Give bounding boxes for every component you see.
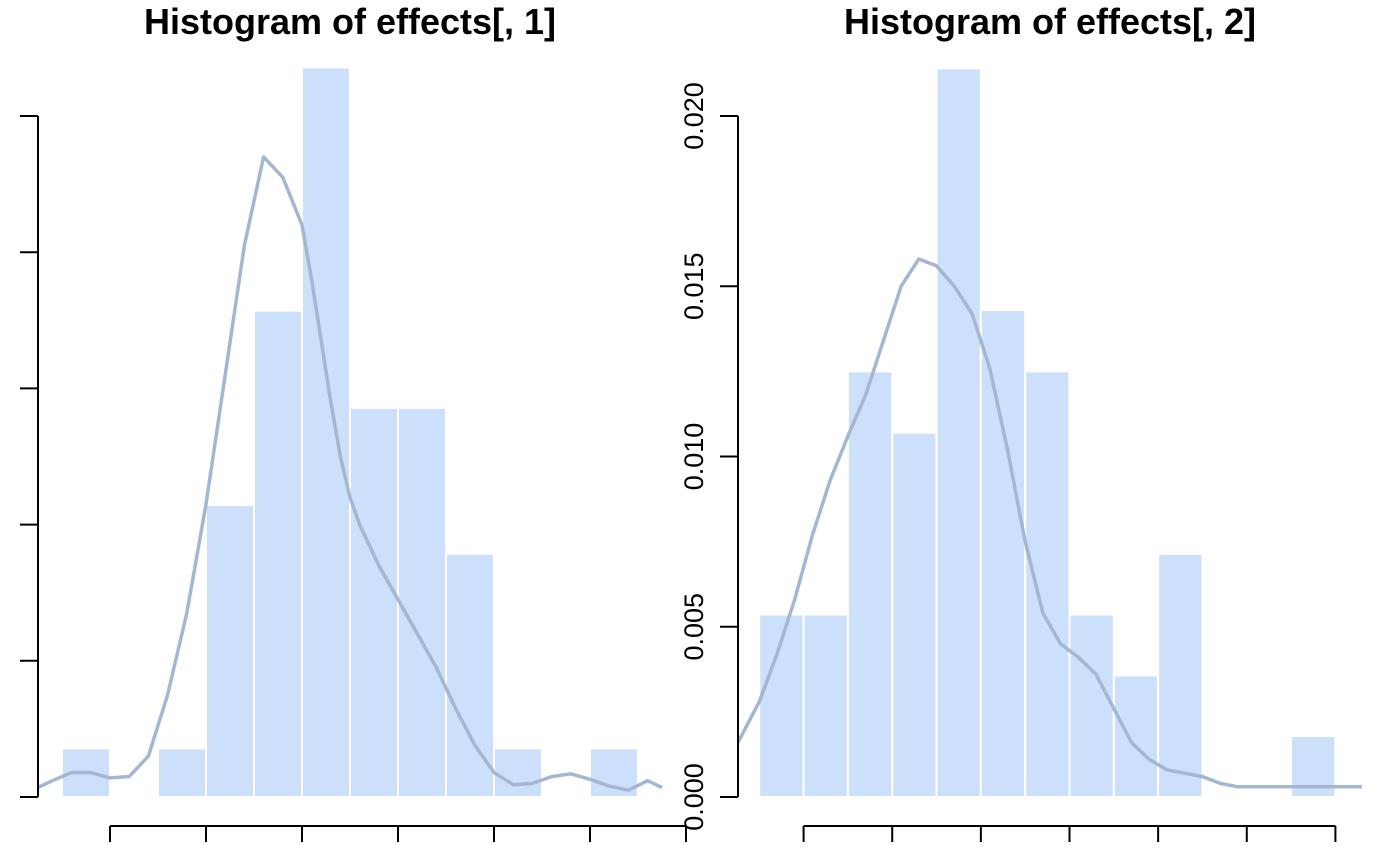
histogram-bar <box>1112 674 1160 799</box>
y-tick-label: 0.020 <box>679 82 709 150</box>
histogram-bar <box>397 406 447 798</box>
histogram-bar <box>349 406 399 798</box>
histogram-panel-2: Histogram of effects[, 2] 0.000 0.005 0.010… <box>679 1 1362 842</box>
y-tick-label: 0.010 <box>679 423 709 491</box>
histogram-bar <box>205 504 255 798</box>
histogram-bar <box>802 613 849 798</box>
chart-title-2: Histogram of effects[, 2] <box>844 1 1256 42</box>
histogram-bar <box>253 309 303 798</box>
histogram-panel-1: Histogram of effects[, 1] <box>20 1 687 842</box>
histogram-bar <box>1157 552 1204 798</box>
density-curve <box>37 155 663 792</box>
histogram-bar <box>935 67 982 798</box>
histogram-bar <box>157 747 207 798</box>
histogram-bar <box>1024 370 1071 798</box>
y-tick-label: 0.015 <box>679 252 709 320</box>
histogram-bar <box>891 431 938 798</box>
histogram-bar <box>301 66 351 799</box>
histogram-bar <box>1068 613 1115 798</box>
histogram-bar <box>979 309 1027 798</box>
y-tick-label: 0.000 <box>679 763 709 831</box>
density-curve <box>736 257 1362 789</box>
histogram-bar <box>493 747 543 798</box>
chart-title-1: Histogram of effects[, 1] <box>144 1 556 42</box>
y-tick-label: 0.005 <box>679 593 709 661</box>
histogram-bar <box>846 370 894 798</box>
histogram-bar <box>445 552 495 799</box>
